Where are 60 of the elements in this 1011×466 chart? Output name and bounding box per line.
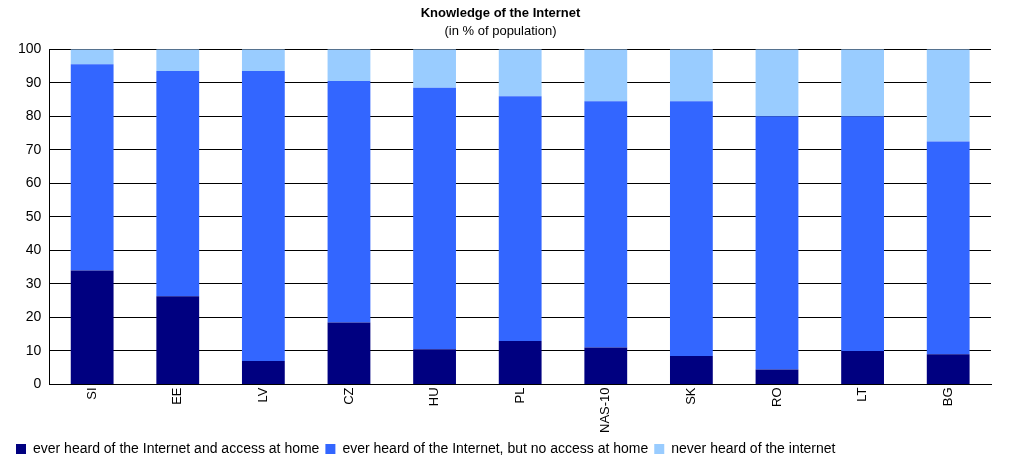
bar (156, 49, 200, 71)
x-tick-label: NAS-10 (597, 387, 613, 434)
bar (755, 116, 799, 370)
y-tick-label: 0 (33, 375, 42, 392)
bar (926, 354, 970, 384)
x-tick-label: RO (768, 387, 784, 407)
bar (841, 116, 884, 351)
bar (584, 347, 628, 384)
bar (241, 49, 285, 71)
bar (413, 87, 456, 350)
y-tick-label: 10 (25, 341, 42, 358)
bar (584, 101, 628, 348)
y-tick-label: 40 (25, 241, 42, 258)
x-tick-label: LT (854, 387, 870, 402)
bar (241, 70, 285, 362)
bar (669, 49, 713, 102)
y-tick-label: 90 (25, 73, 42, 90)
bar (156, 296, 200, 384)
bar (669, 355, 713, 384)
x-tick-label: HU (426, 387, 442, 407)
x-tick-label: PL (511, 387, 527, 404)
bar (498, 96, 542, 341)
bar (156, 70, 200, 297)
bar (70, 49, 114, 65)
y-tick-label: 100 (18, 40, 42, 57)
bar (926, 49, 970, 142)
bar (327, 49, 371, 82)
bar (327, 322, 371, 384)
x-tick-label: LV (254, 387, 270, 403)
bar (413, 49, 456, 88)
chart-title: Knowledge of the Internet (420, 5, 581, 21)
bar (584, 49, 628, 102)
bar (669, 101, 713, 356)
bar (241, 361, 285, 384)
y-tick-label: 60 (25, 174, 42, 191)
x-tick-label: EE (169, 387, 185, 405)
y-tick-label: 30 (25, 274, 42, 291)
bar (755, 49, 799, 117)
bar (498, 340, 542, 384)
x-tick-label: SK (682, 387, 698, 405)
y-tick-label: 70 (25, 140, 42, 157)
legend-label: ever heard of the Internet and access at home (33, 439, 320, 456)
legend-label: ever heard of the Internet, but no access at home (342, 439, 649, 456)
x-tick-label: CZ (340, 387, 356, 405)
chart-subtitle: (in % of population) (444, 22, 557, 38)
y-tick-label: 50 (25, 207, 42, 224)
bar (841, 350, 884, 384)
bar (70, 270, 114, 384)
bar (413, 349, 456, 384)
y-tick-label: 80 (25, 107, 42, 124)
x-tick-label: SI (83, 387, 99, 400)
bar (327, 81, 371, 323)
bar (498, 49, 542, 97)
bar (755, 369, 799, 384)
y-tick-label: 20 (25, 308, 42, 325)
bar (926, 141, 970, 355)
legend-label: never heard of the internet (671, 439, 836, 456)
bar (70, 64, 114, 271)
bar (841, 49, 884, 117)
x-tick-label: BG (939, 387, 955, 407)
